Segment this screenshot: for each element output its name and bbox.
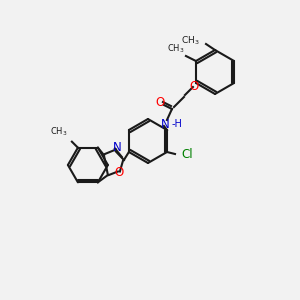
Text: CH$_3$: CH$_3$ — [167, 43, 185, 55]
Text: CH$_3$: CH$_3$ — [50, 125, 68, 138]
Text: O: O — [114, 166, 124, 179]
Text: Cl: Cl — [181, 148, 193, 161]
Text: O: O — [189, 80, 199, 92]
Text: -H: -H — [172, 119, 183, 129]
Text: N: N — [160, 118, 169, 130]
Text: O: O — [155, 97, 165, 110]
Text: CH$_3$: CH$_3$ — [182, 35, 200, 47]
Text: N: N — [112, 141, 121, 154]
